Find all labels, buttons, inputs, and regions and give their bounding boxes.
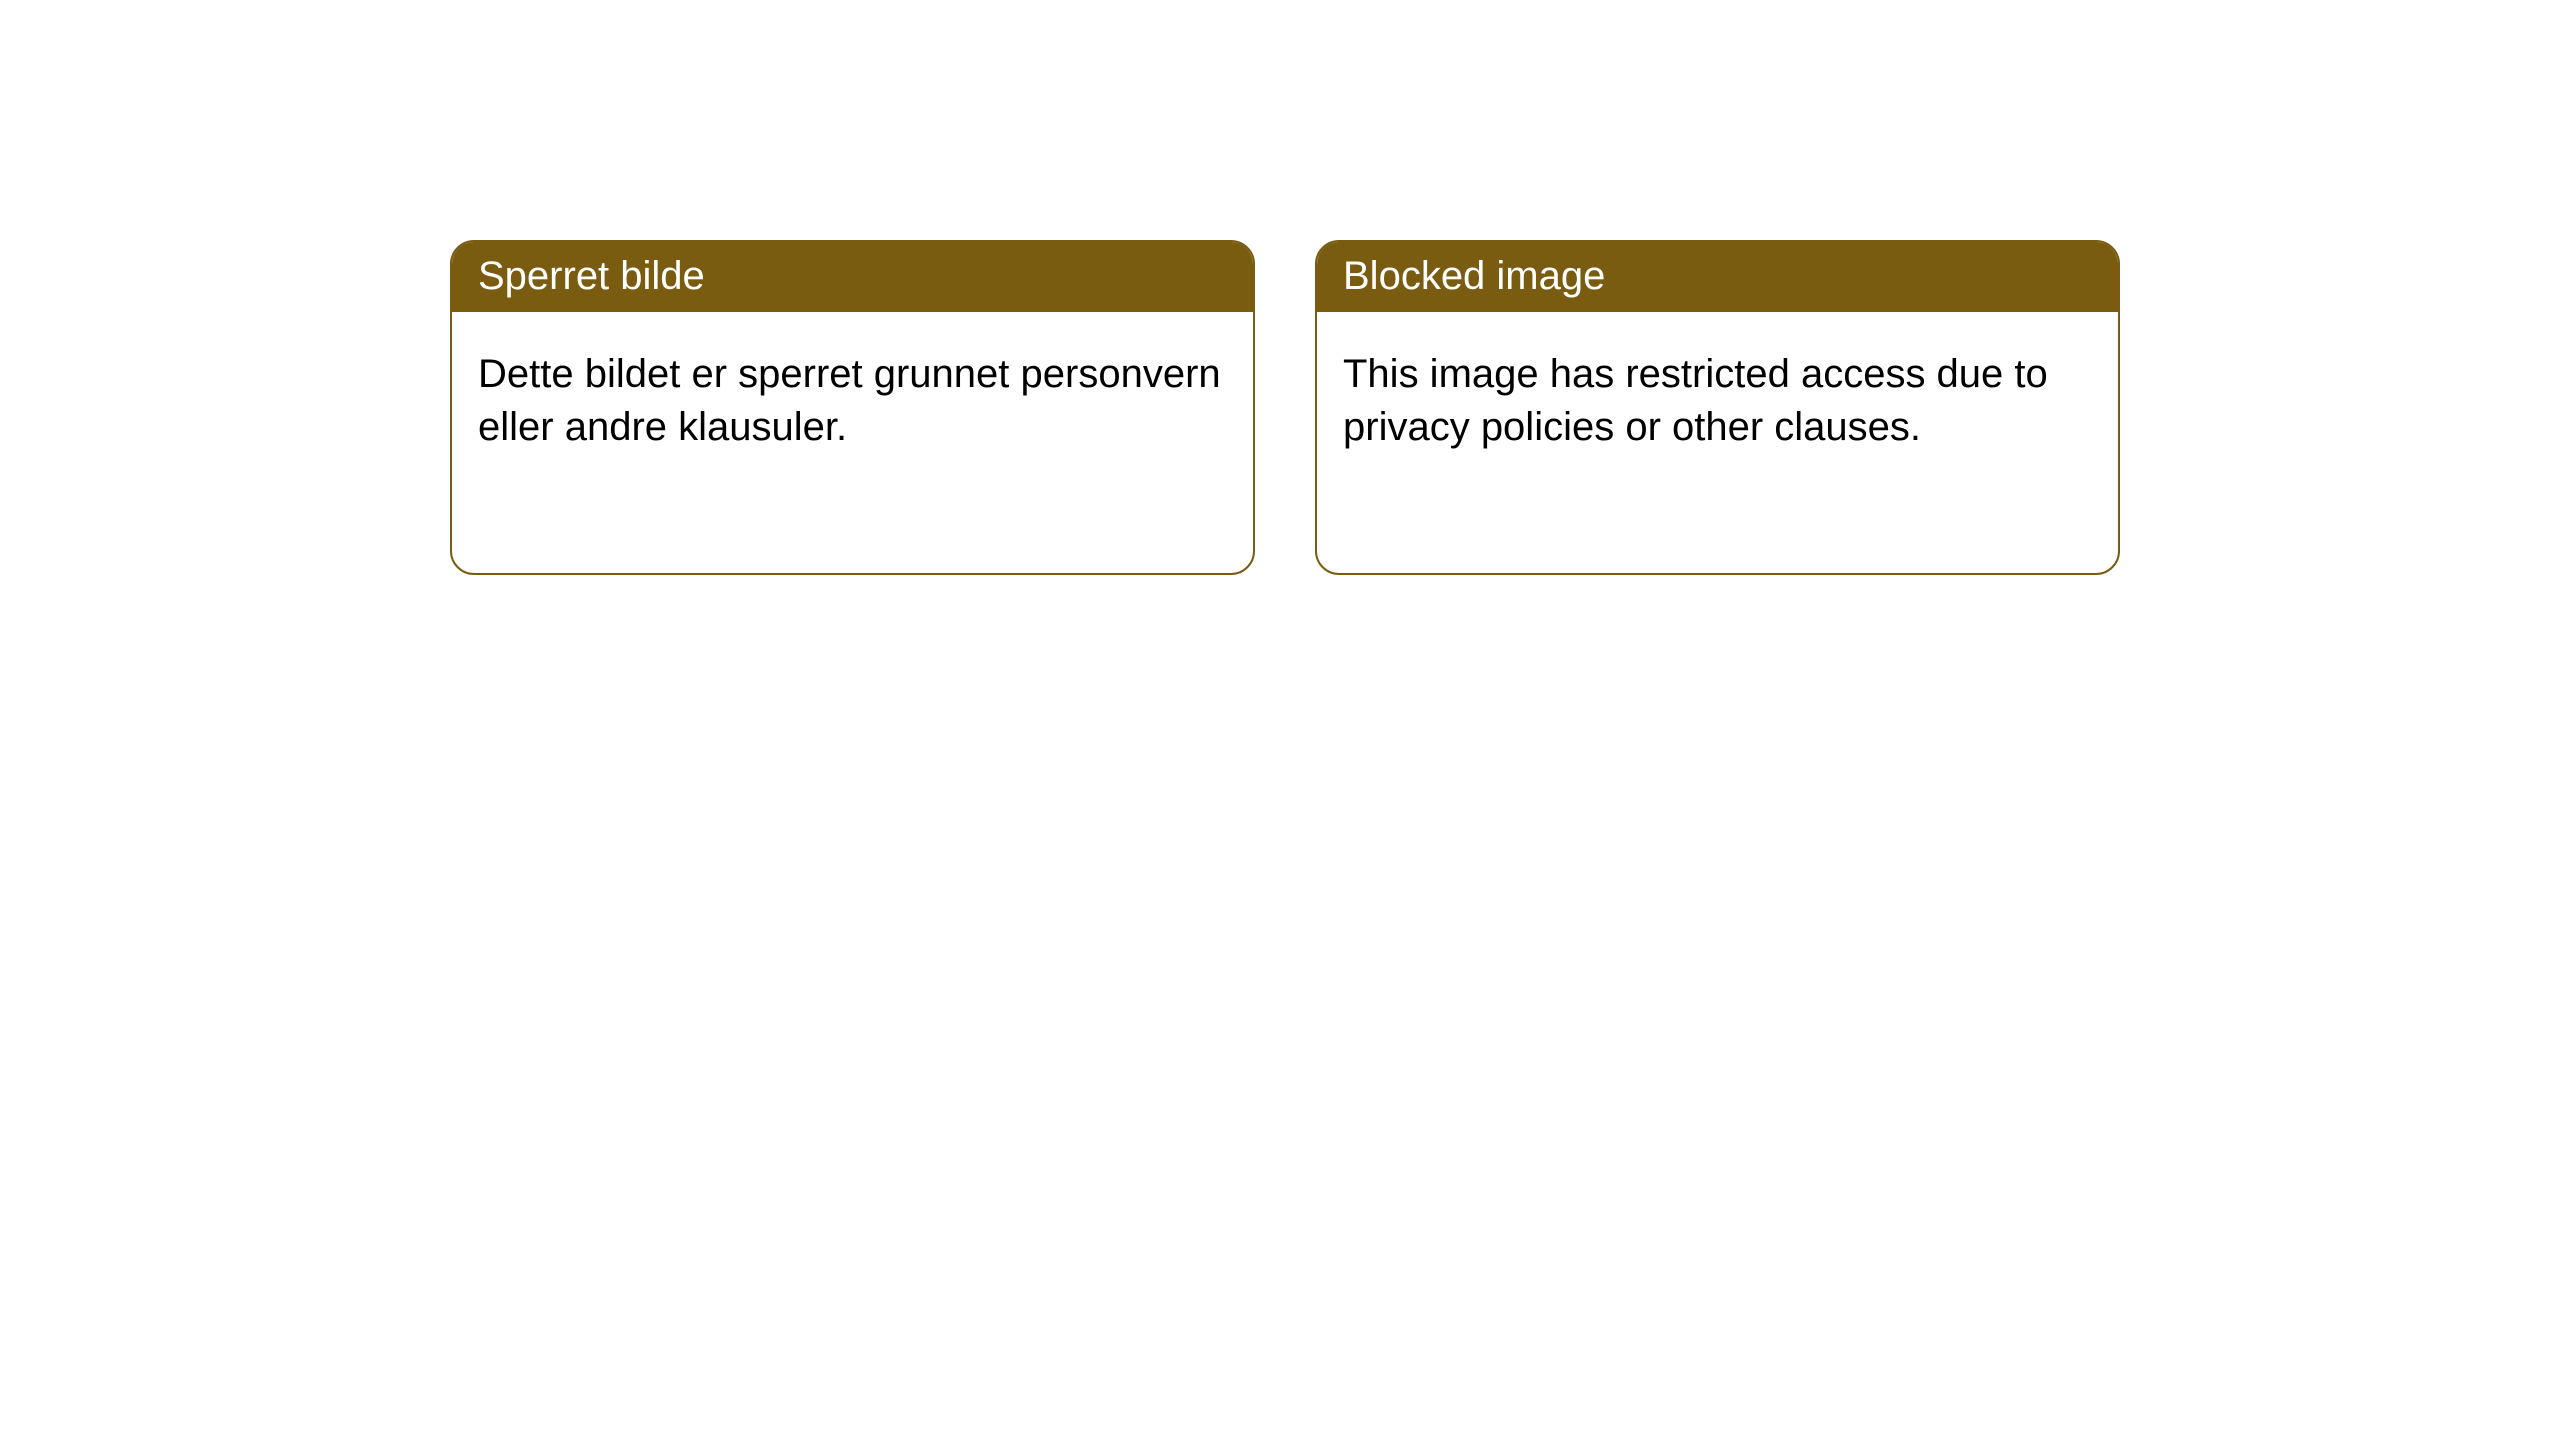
notice-container: Sperret bilde Dette bildet er sperret gr… — [0, 0, 2560, 575]
notice-header-no: Sperret bilde — [452, 242, 1253, 312]
notice-card-no: Sperret bilde Dette bildet er sperret gr… — [450, 240, 1255, 575]
notice-body-no: Dette bildet er sperret grunnet personve… — [452, 312, 1253, 474]
notice-header-en: Blocked image — [1317, 242, 2118, 312]
notice-body-en: This image has restricted access due to … — [1317, 312, 2118, 474]
notice-card-en: Blocked image This image has restricted … — [1315, 240, 2120, 575]
